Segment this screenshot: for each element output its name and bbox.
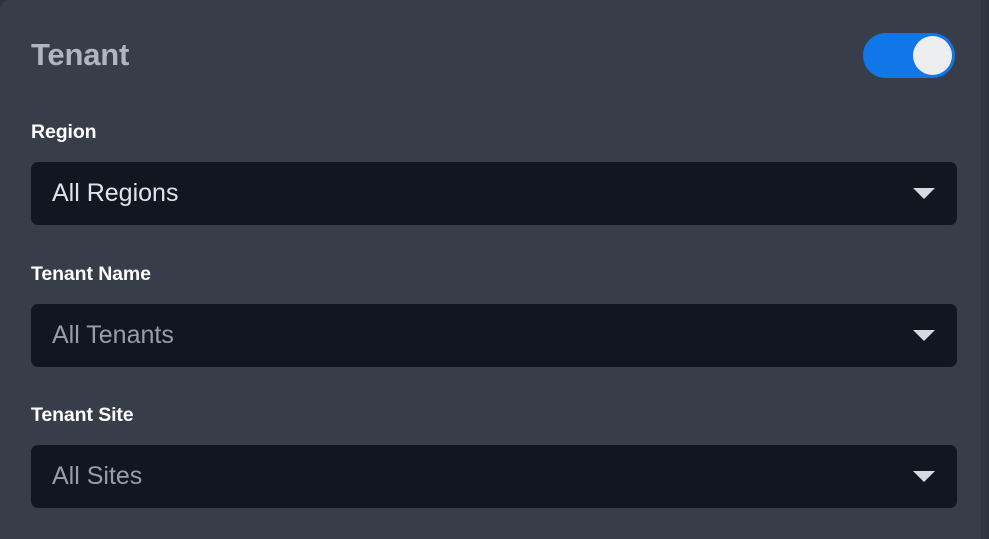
tenant-site-select-value: All Sites <box>52 462 143 490</box>
region-select[interactable]: All Regions <box>31 162 957 225</box>
chevron-down-icon <box>913 471 935 482</box>
tenant-name-select[interactable]: All Tenants <box>31 304 957 367</box>
panel-header: Tenant <box>0 0 981 110</box>
toggle-knob <box>913 36 952 75</box>
chevron-down-icon <box>913 330 935 341</box>
tenant-site-select[interactable]: All Sites <box>31 445 957 508</box>
field-label-tenant-site: Tenant Site <box>31 404 134 426</box>
tenant-name-select-value: All Tenants <box>52 321 174 349</box>
region-select-value: All Regions <box>52 179 179 207</box>
page-title: Tenant <box>31 37 130 72</box>
tenant-enabled-toggle[interactable] <box>863 33 955 78</box>
chevron-down-icon <box>913 188 935 199</box>
field-label-region: Region <box>31 121 97 143</box>
field-label-tenant-name: Tenant Name <box>31 263 151 285</box>
